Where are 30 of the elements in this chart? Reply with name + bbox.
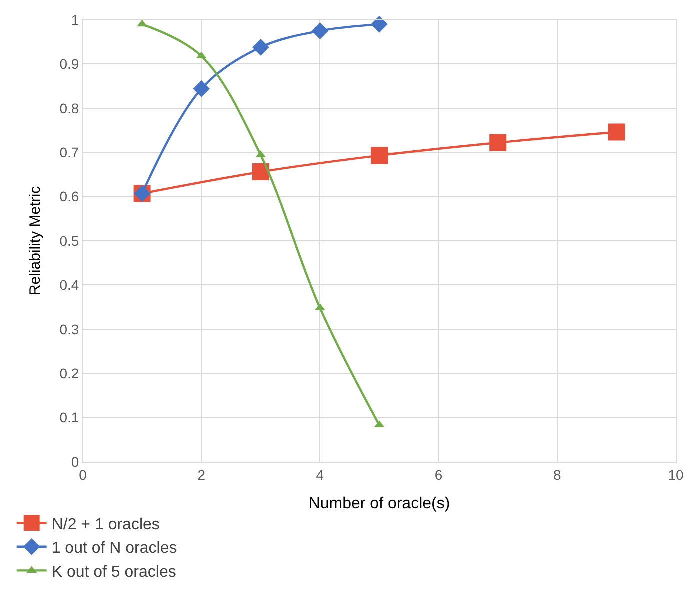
point (252, 38, 270, 56)
y-tick-label: 0.8 (60, 100, 80, 116)
point (490, 134, 507, 152)
y-tick-label: 0.3 (60, 321, 80, 338)
legend-label: K out of 5 oracles (52, 564, 176, 581)
point (312, 22, 329, 40)
y-tick-label: 0 (71, 454, 80, 470)
x-tick-label: 2 (198, 466, 206, 483)
y-tick-label: 0.7 (60, 144, 80, 160)
y-tick-label: 0.2 (60, 366, 80, 382)
point (371, 147, 388, 164)
legend-label: 1 out of N oracles (52, 540, 178, 558)
x-tick-label: 4 (316, 466, 324, 483)
legend-label: N/2 + 1 oracles (52, 516, 160, 534)
x-tick-label: 10 (668, 466, 684, 483)
x-tick-label: 8 (554, 466, 562, 483)
x-tick-label: 6 (434, 466, 443, 483)
y-tick-label: 1 (71, 12, 80, 28)
point (252, 164, 270, 181)
y-tick-label: 0.9 (60, 56, 80, 72)
x-axis-title: Number of oracle(s) (308, 496, 450, 512)
point (371, 16, 388, 33)
y-tick-label: 0.5 (60, 232, 80, 249)
y-tick-label: 0.1 (60, 410, 80, 426)
point (137, 20, 148, 27)
point (608, 124, 626, 141)
y-tick-label: 0.6 (60, 188, 80, 205)
point (193, 80, 210, 98)
y-tick-label: 0.4 (60, 277, 80, 294)
y-axis-title: Reliability Metric (26, 186, 44, 296)
